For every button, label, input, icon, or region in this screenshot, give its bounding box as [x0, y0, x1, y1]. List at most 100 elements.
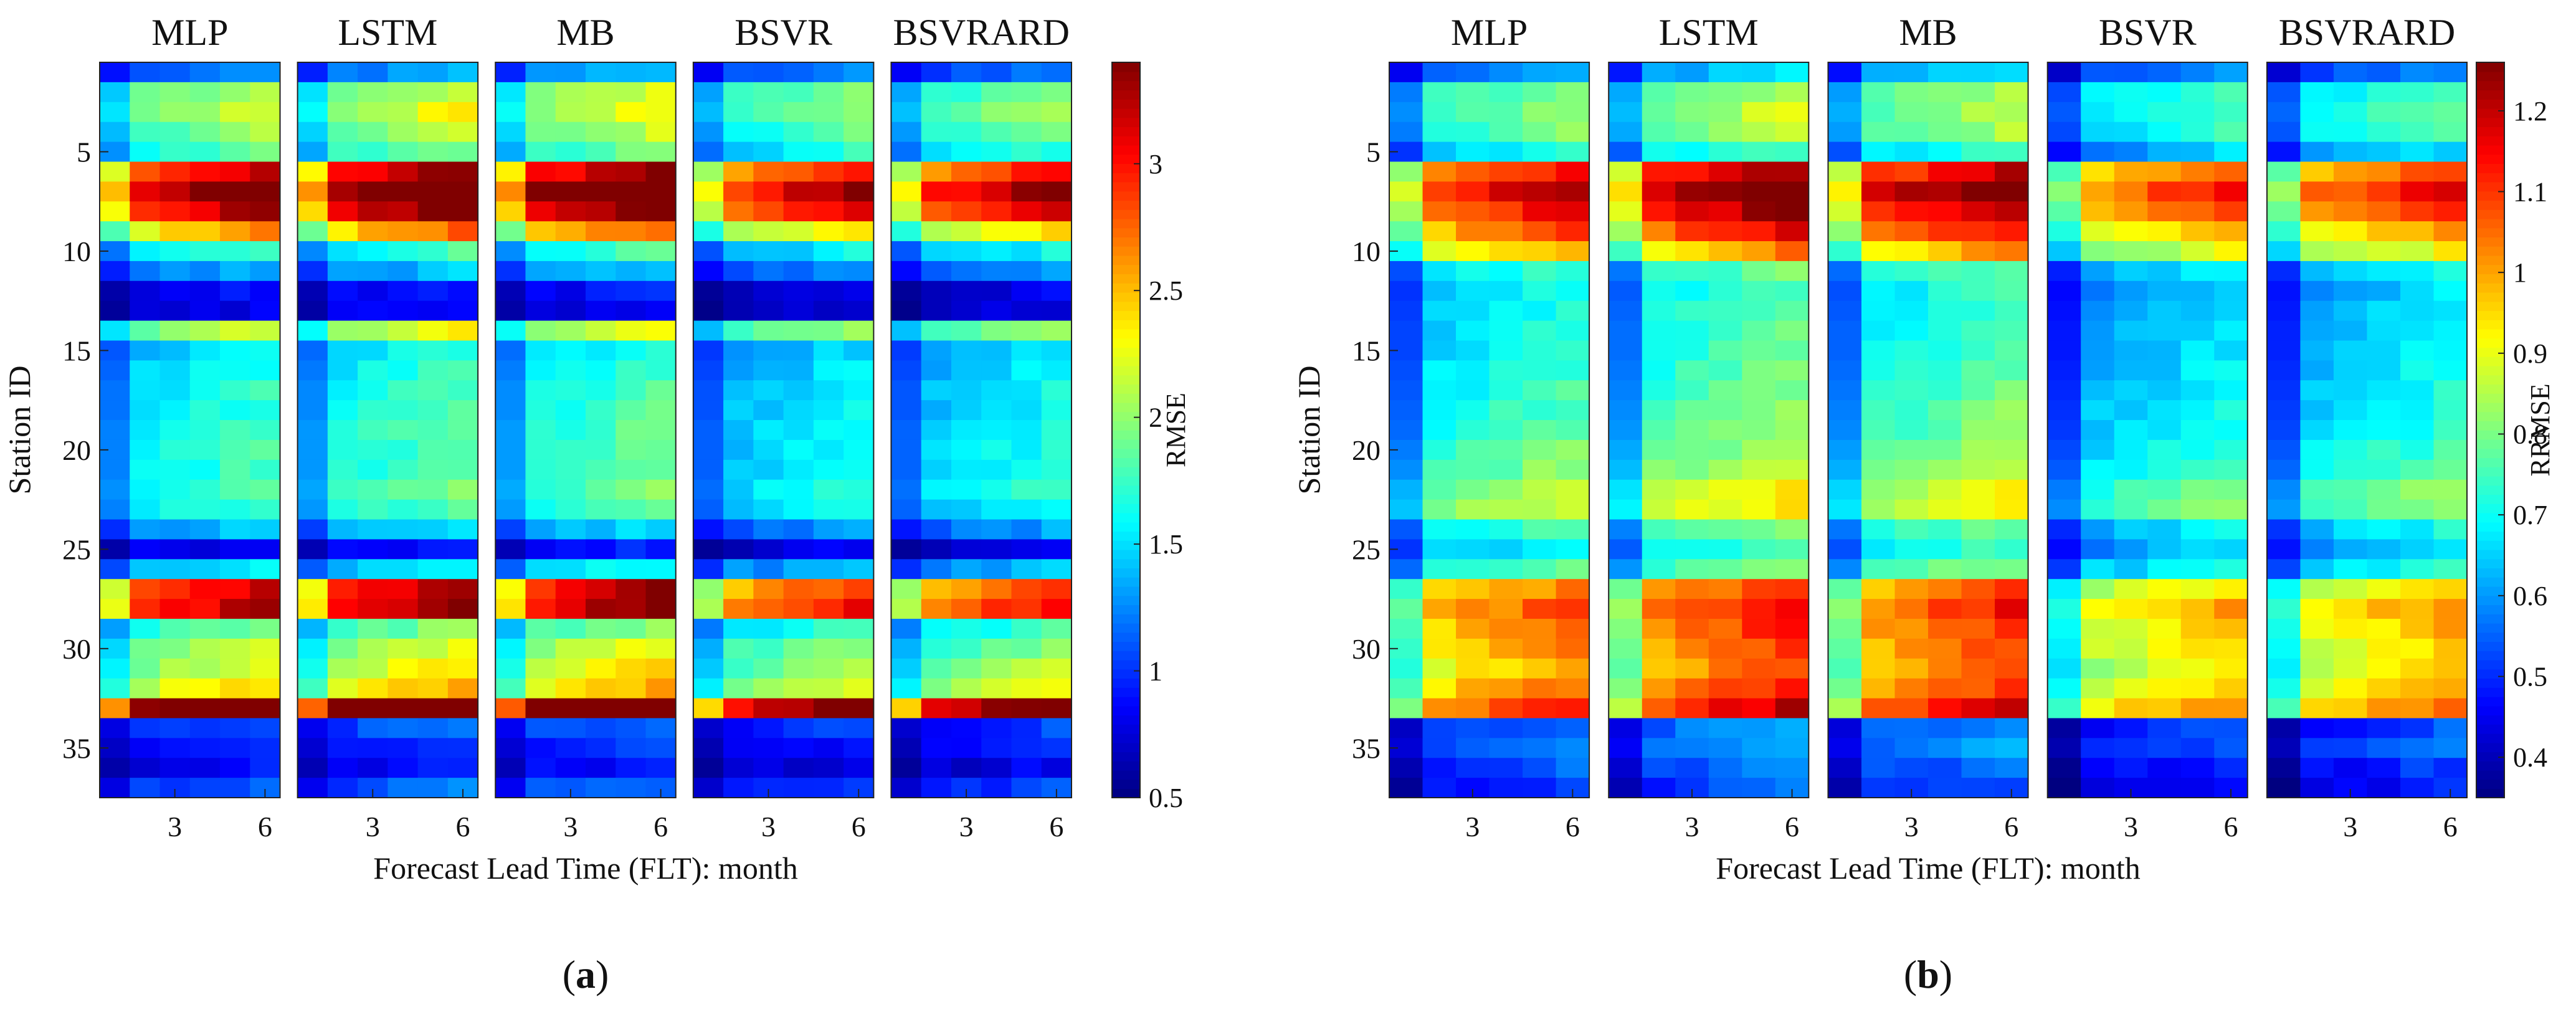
heatmap-cell	[250, 698, 281, 719]
x-tick-label: 3	[563, 811, 577, 843]
heatmap-cell	[2433, 678, 2468, 699]
heatmap-cell	[1961, 499, 1995, 520]
heatmap-cell	[2147, 559, 2182, 580]
heatmap-cell	[2367, 380, 2401, 401]
heatmap-cell	[1389, 260, 1423, 282]
heatmap-cell	[1742, 499, 1776, 520]
heatmap-cell	[2266, 678, 2301, 699]
heatmap-cell	[2214, 122, 2248, 143]
heatmap-cell	[495, 778, 526, 798]
heatmap-cell	[783, 718, 814, 738]
heatmap-cell	[981, 738, 1012, 758]
heatmap-cell	[891, 221, 922, 242]
heatmap-cell	[723, 718, 754, 738]
heatmap-cell	[1995, 618, 2029, 639]
heatmap-cell	[297, 559, 328, 580]
heatmap-cell	[1523, 280, 1557, 302]
heatmap-cell	[2400, 539, 2435, 560]
colorbar-step	[2476, 448, 2504, 459]
heatmap-cell	[2433, 439, 2468, 461]
heatmap-cell	[1742, 420, 1776, 441]
heatmap-cell	[1041, 579, 1072, 599]
heatmap-cell	[1928, 499, 1962, 520]
heatmap-cell	[130, 658, 161, 679]
heatmap-cell	[2266, 201, 2301, 222]
heatmap-cell	[1828, 181, 1862, 202]
heatmap-cell	[723, 400, 754, 421]
heatmap-cell	[1011, 539, 1042, 560]
heatmap-cell	[525, 161, 556, 182]
heatmap-cell	[1995, 122, 2029, 143]
heatmap-cell	[250, 260, 281, 282]
heatmap-cell	[1523, 678, 1557, 699]
heatmap-cell	[495, 181, 526, 202]
heatmap-cell	[2114, 320, 2148, 341]
heatmap-cells	[100, 62, 1072, 798]
colorbar-step	[1112, 209, 1140, 219]
heatmap-cell	[2367, 241, 2401, 262]
heatmap-cell	[1742, 340, 1776, 361]
heatmap-cell	[327, 141, 358, 163]
heatmap-cell	[2047, 539, 2081, 560]
heatmap-cell	[2214, 201, 2248, 222]
heatmap-cell	[1995, 241, 2029, 262]
heatmap-cell	[1609, 221, 1643, 242]
heatmap-cell	[130, 141, 161, 163]
heatmap-cell	[2300, 260, 2334, 282]
heatmap-cell	[844, 758, 874, 778]
heatmap-cell	[693, 599, 724, 619]
heatmap-cell	[1642, 181, 1676, 202]
heatmap-cell	[100, 260, 130, 282]
heatmap-cell	[2367, 499, 2401, 520]
heatmap-cell	[555, 161, 586, 182]
heatmap-cell	[1389, 758, 1423, 778]
heatmap-cell	[1041, 280, 1072, 302]
heatmap-cell	[615, 618, 647, 639]
heatmap-cell	[1742, 479, 1776, 500]
heatmap-cell	[2367, 638, 2401, 659]
colorbar-step	[1112, 632, 1140, 642]
heatmap-cell	[2180, 738, 2215, 758]
heatmap-cell	[327, 778, 358, 798]
heatmap-cell	[693, 201, 724, 222]
heatmap-cell	[693, 221, 724, 242]
heatmap-cell	[100, 479, 130, 500]
heatmap-cell	[753, 320, 784, 341]
heatmap-cell	[1708, 479, 1742, 500]
heatmap-cell	[2333, 420, 2368, 441]
heatmap-cell	[1675, 82, 1709, 103]
heatmap-cell	[2433, 758, 2468, 778]
heatmap-cell	[693, 579, 724, 599]
heatmap-cell	[1011, 280, 1042, 302]
colorbar-step	[1112, 595, 1140, 606]
heatmap-cell	[2300, 280, 2334, 302]
heatmap-cell	[723, 82, 754, 103]
heatmap-cell	[387, 161, 419, 182]
heatmap-cell	[693, 718, 724, 738]
heatmap-cell	[1011, 380, 1042, 401]
colorbar-step	[1112, 80, 1140, 91]
heatmap-cell	[1422, 579, 1457, 599]
heatmap-cell	[1775, 260, 1809, 282]
colorbar-step	[2476, 558, 2504, 569]
heatmap-cell	[417, 360, 449, 381]
heatmap-cell	[891, 300, 922, 322]
heatmap-cell	[615, 698, 647, 719]
x-tick-label: 6	[1785, 811, 1799, 843]
heatmap-cell	[615, 400, 647, 421]
heatmap-cell	[1742, 62, 1776, 83]
heatmap-cell	[1609, 241, 1643, 262]
heatmap-cell	[586, 678, 616, 699]
heatmap-cell	[2214, 161, 2248, 182]
heatmap-cell	[1523, 122, 1557, 143]
heatmap-cell	[1961, 479, 1995, 500]
heatmap-cell	[2114, 738, 2148, 758]
heatmap-cell	[2214, 300, 2248, 322]
heatmap-cell	[1894, 519, 1929, 540]
heatmap-cell	[1828, 618, 1862, 639]
heatmap-cell	[1675, 221, 1709, 242]
heatmap-cell	[1675, 638, 1709, 659]
heatmap-cell	[2400, 122, 2435, 143]
heatmap-cell	[2400, 161, 2435, 182]
heatmap-cell	[1489, 360, 1523, 381]
